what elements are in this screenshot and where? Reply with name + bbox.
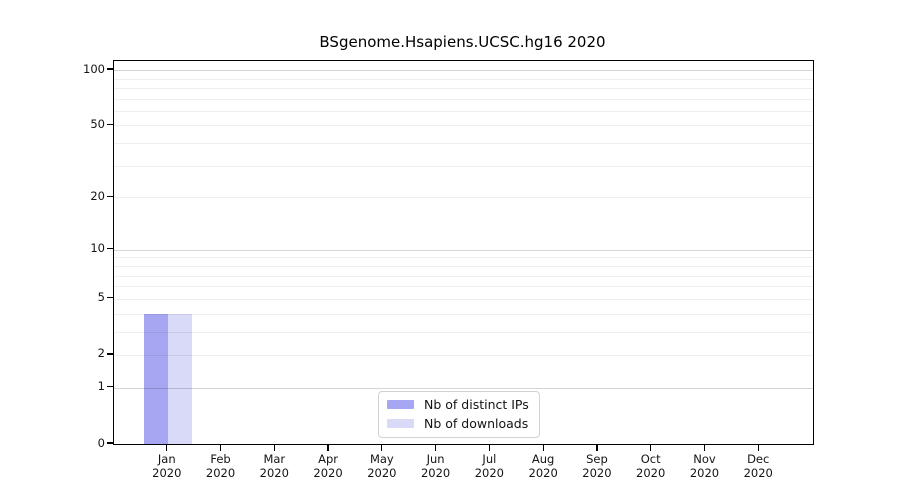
gridline-major [114, 387, 813, 389]
x-tick-label-month: Apr [318, 452, 339, 466]
y-tick-mark [106, 123, 113, 126]
x-tick-mark [542, 444, 544, 451]
x-tick-label-month: Dec [747, 452, 770, 466]
legend-item-downloads: Nb of downloads [387, 416, 529, 431]
x-tick-label-month: Jan [157, 452, 176, 466]
x-tick-label-year: 2020 [636, 466, 666, 480]
x-tick-label-year: 2020 [689, 466, 720, 480]
gridline-minor [114, 197, 813, 199]
x-tick-label-month: May [369, 452, 394, 466]
x-tick-label-year: 2020 [152, 466, 182, 480]
y-tick-label: 2 [97, 346, 105, 361]
gridline-minor [114, 125, 813, 127]
x-tick-mark [703, 444, 706, 451]
x-tick-label: Jul 2020 [459, 452, 519, 480]
x-tick-label-year: 2020 [743, 466, 773, 480]
x-tick-label-year: 2020 [528, 466, 558, 480]
gridline-minor [114, 265, 813, 267]
x-tick-label-year: 2020 [205, 466, 236, 480]
gridline-minor [114, 257, 813, 259]
x-tick-mark [327, 444, 329, 451]
x-tick-label: Dec 2020 [728, 452, 788, 480]
gridline-minor [114, 143, 813, 145]
x-tick-mark [596, 444, 598, 451]
y-tick-label: 1 [97, 379, 105, 394]
y-tick-mark [106, 386, 113, 388]
y-tick-label: 5 [97, 290, 105, 305]
y-tick-label: 100 [83, 61, 105, 76]
x-tick-label: May 2020 [352, 452, 412, 480]
x-tick-label-year: 2020 [313, 466, 343, 480]
x-tick-label: Apr 2020 [298, 452, 358, 480]
x-tick-mark [757, 444, 759, 451]
x-tick-label-year: 2020 [367, 466, 397, 480]
x-tick-label-month: Oct [640, 452, 661, 466]
x-tick-mark [381, 444, 383, 451]
gridline-minor [114, 286, 813, 288]
y-tick-mark [106, 68, 113, 70]
y-tick-label: 20 [90, 188, 105, 203]
legend-label-downloads: Nb of downloads [424, 416, 529, 431]
x-tick-label-month: Feb [210, 452, 231, 466]
legend-item-distinct-ips: Nb of distinct IPs [387, 397, 529, 412]
x-tick-label-year: 2020 [420, 466, 451, 480]
x-tick-label-month: Mar [263, 452, 286, 466]
bar-downloads [167, 313, 192, 444]
legend: Nb of distinct IPs Nb of downloads [378, 391, 540, 438]
x-tick-label: Nov 2020 [674, 452, 734, 480]
x-tick-label: Jun 2020 [406, 452, 466, 480]
x-tick-mark [435, 444, 437, 451]
x-tick-label: Mar 2020 [244, 452, 304, 480]
plot-area [113, 60, 814, 445]
x-tick-label-month: Nov [693, 452, 716, 466]
gridline-minor [114, 165, 813, 167]
y-tick-label: 50 [90, 116, 105, 131]
x-tick-label: Sep 2020 [567, 452, 627, 480]
x-tick-label: Jan 2020 [137, 452, 197, 480]
x-tick-label: Aug 2020 [513, 452, 573, 480]
y-tick-label: 0 [97, 435, 105, 450]
x-tick-label-year: 2020 [582, 466, 612, 480]
y-tick-mark [106, 297, 113, 299]
x-tick-label-month: Jun [426, 452, 445, 466]
gridline-minor [114, 313, 813, 315]
x-tick-mark [273, 444, 275, 451]
x-tick-mark [488, 444, 490, 451]
gridline-minor [114, 354, 813, 356]
x-tick-label-year: 2020 [474, 466, 505, 480]
gridline-minor [114, 110, 813, 112]
y-tick-mark [106, 442, 113, 444]
gridline-minor [114, 78, 813, 80]
gridline-minor [114, 98, 813, 100]
y-tick-label: 10 [90, 241, 105, 256]
x-tick-mark [219, 444, 222, 451]
x-tick-label-month: Aug [531, 452, 555, 466]
x-tick-label-year: 2020 [259, 466, 289, 480]
x-tick-label: Oct 2020 [621, 452, 681, 480]
gridline-minor [114, 331, 813, 333]
legend-label-distinct-ips: Nb of distinct IPs [424, 397, 529, 412]
x-tick-mark [166, 444, 168, 451]
legend-swatch-distinct-ips [387, 400, 414, 409]
bar-distinct-ips [143, 313, 168, 444]
chart-title: BSgenome.Hsapiens.UCSC.hg16 2020 [319, 33, 606, 51]
gridline-minor [114, 275, 813, 277]
y-tick-mark [106, 195, 113, 197]
x-tick-label-month: Sep [586, 452, 608, 466]
legend-swatch-downloads [387, 419, 414, 428]
gridline-minor [114, 298, 813, 300]
x-tick-mark [650, 444, 652, 451]
gridline-major [114, 249, 813, 251]
x-tick-label-month: Jul [482, 452, 497, 466]
y-tick-mark [106, 248, 113, 250]
gridline-major [114, 70, 813, 72]
x-tick-label: Feb 2020 [191, 452, 251, 480]
gridline-minor [114, 87, 813, 89]
y-tick-mark [106, 353, 113, 355]
